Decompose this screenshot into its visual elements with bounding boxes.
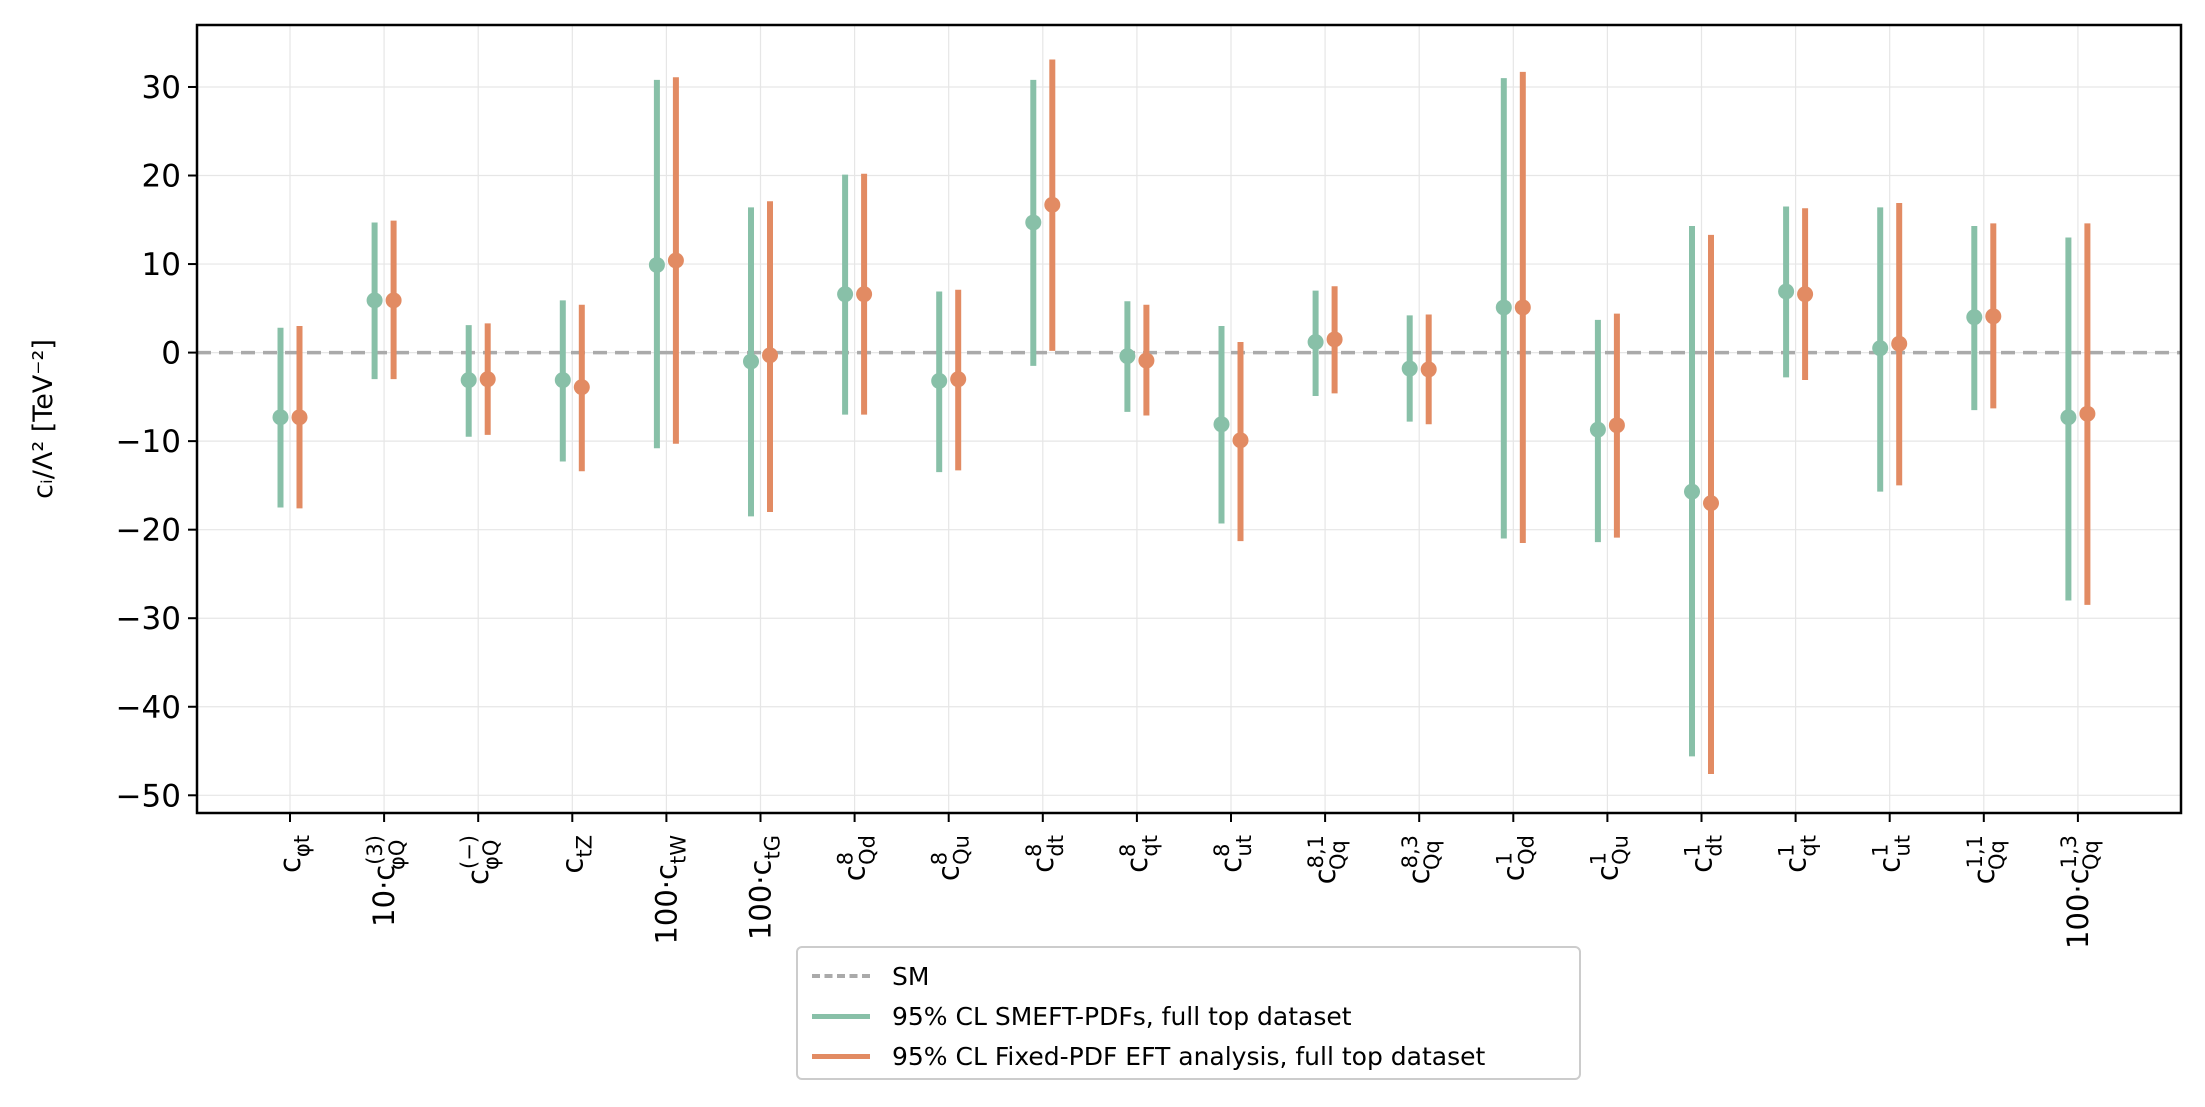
x-tick-label: c8dt (1022, 835, 1068, 873)
central-point (1514, 299, 1531, 316)
central-point (1703, 495, 1719, 512)
central-point (291, 409, 308, 426)
central-point (1401, 360, 1418, 377)
central-point (2079, 405, 2096, 422)
x-axis: cφt 10·c(3)φQ c(−)φQ ctZ 100·ctW 100·ctG c8Qd c… (273, 813, 2103, 949)
legend-fixed-pdf-swatch (812, 1053, 870, 1059)
x-tick-label: c(−)φQ (457, 835, 503, 885)
x-tick-label: 100·ctG (744, 835, 785, 940)
central-point (573, 379, 590, 396)
y-axis: 30 20 10 0 −10 −20 −30 −40 −50 (116, 70, 197, 814)
plot-frame (195, 23, 2183, 815)
central-point (1797, 286, 1814, 303)
legend-smeft-pdfs-label: 95% CL SMEFT-PDFs, full top dataset (892, 1001, 1352, 1031)
x-tick-label: c1dt (1681, 835, 1727, 873)
central-point (1495, 299, 1512, 316)
central-point (856, 286, 873, 303)
x-tick-label: c1Qd (1492, 835, 1538, 881)
central-point (2060, 409, 2077, 426)
x-tick-label: c8Qu (928, 835, 974, 881)
central-point (1213, 416, 1230, 433)
legend-item-smeft-pdfs: 95% CL SMEFT-PDFs, full top dataset (812, 996, 1565, 1036)
y-tick-label: 30 (142, 70, 181, 106)
central-point (648, 256, 665, 273)
central-point (931, 372, 948, 389)
x-tick-label: 10·c(3)φQ (363, 835, 409, 927)
x-tick-label: c1,1Qq (1963, 835, 2009, 884)
central-point (366, 292, 383, 309)
central-point (1025, 214, 1042, 231)
central-point (479, 371, 496, 388)
x-tick-label: ctZ (555, 835, 596, 874)
x-tick-label: c8,1Qq (1304, 835, 1350, 884)
central-point (385, 292, 402, 309)
x-tick-label: 100·c1,3Qq (2057, 835, 2103, 949)
central-point (1326, 331, 1343, 348)
legend-sm-swatch (812, 974, 870, 978)
central-point (1966, 309, 1983, 326)
central-point (1420, 361, 1437, 378)
central-point (1891, 335, 1908, 352)
x-tick-label: c1qt (1775, 835, 1821, 873)
y-tick-label: −20 (116, 513, 181, 549)
central-point (1119, 348, 1136, 365)
x-tick-label: c8Qd (834, 835, 880, 881)
central-point (743, 353, 759, 370)
central-point (1307, 333, 1324, 350)
x-tick-label: cφt (273, 835, 314, 873)
central-point (1778, 283, 1795, 300)
y-tick-label: 10 (142, 247, 181, 283)
x-tick-label: c8qt (1116, 835, 1162, 873)
central-point (1589, 421, 1606, 438)
x-tick-label: c8,3Qq (1398, 835, 1444, 884)
central-point (1138, 352, 1155, 369)
y-axis-label: cᵢ/Λ² [TeV⁻²] (28, 339, 59, 499)
central-point (1608, 417, 1625, 434)
legend-item-fixed-pdf: 95% CL Fixed-PDF EFT analysis, full top … (812, 1036, 1565, 1076)
grid (197, 25, 2181, 813)
y-tick-label: −10 (116, 424, 181, 460)
central-point (667, 252, 684, 269)
central-point (950, 371, 967, 388)
legend-fixed-pdf-label: 95% CL Fixed-PDF EFT analysis, full top … (892, 1041, 1486, 1071)
legend-item-sm: SM (812, 956, 1565, 996)
legend: SM 95% CL SMEFT-PDFs, full top dataset 9… (796, 946, 1581, 1080)
central-point (762, 347, 778, 364)
x-tick-label: 100·ctW (649, 835, 690, 945)
error-bars (272, 59, 2096, 775)
legend-sm-label: SM (892, 961, 930, 991)
central-point (1684, 483, 1700, 500)
y-tick-label: −50 (116, 778, 181, 814)
x-tick-label: c1ut (1869, 835, 1915, 873)
central-point (837, 286, 854, 303)
central-point (1044, 196, 1061, 213)
y-tick-label: 20 (142, 159, 181, 195)
central-point (554, 372, 571, 389)
legend-smeft-pdfs-swatch (812, 1013, 870, 1019)
central-point (272, 409, 289, 426)
y-tick-label: 0 (161, 336, 181, 372)
y-tick-label: −40 (116, 690, 181, 726)
x-tick-label: c8ut (1210, 835, 1256, 873)
central-point (1232, 432, 1249, 449)
y-tick-label: −30 (116, 601, 181, 637)
central-point (1872, 340, 1889, 357)
central-point (1985, 308, 2002, 325)
x-tick-label: c1Qu (1586, 835, 1632, 881)
central-point (460, 372, 477, 389)
